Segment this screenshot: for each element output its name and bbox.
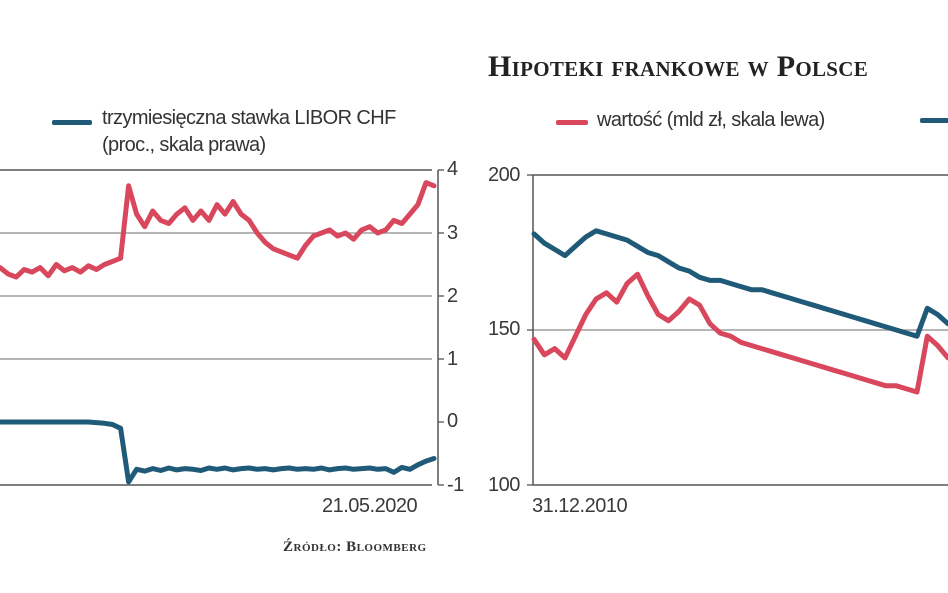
left-tick-label: 200 [488,164,520,186]
legend-swatch-blue [52,120,92,125]
right-tick-label: 3 [447,222,458,244]
series-line-libor [0,419,437,485]
right-tick-label: -1 [447,474,464,496]
legend-swatch-red [556,120,588,125]
right-tick-label: 0 [447,410,458,432]
series-line-value [531,271,948,395]
legend-swatch-blue-right [920,118,948,123]
x-label-start-date: 31.12.2010 [532,495,628,517]
series-line-red-left [0,180,437,280]
legend-label-libor-note: (proc., skala prawa) [102,134,266,156]
right-tick-label: 4 [447,158,458,180]
legend-label-value: wartość (mld zł, skala lewa) [597,109,825,131]
source-note: Źródło: Bloomberg [283,539,427,555]
x-label-end-date: 21.05.2020 [322,495,418,517]
series-line-blue-right [531,228,948,339]
left-tick-label: 150 [488,318,520,340]
chart-title: Hipoteki frankowe w Polsce [488,50,869,83]
left-tick-label: 100 [488,474,520,496]
right-tick-label: 1 [447,348,458,370]
legend-label-libor: trzymiesięczna stawka LIBOR CHF [102,107,396,129]
right-tick-label: 2 [447,285,458,307]
